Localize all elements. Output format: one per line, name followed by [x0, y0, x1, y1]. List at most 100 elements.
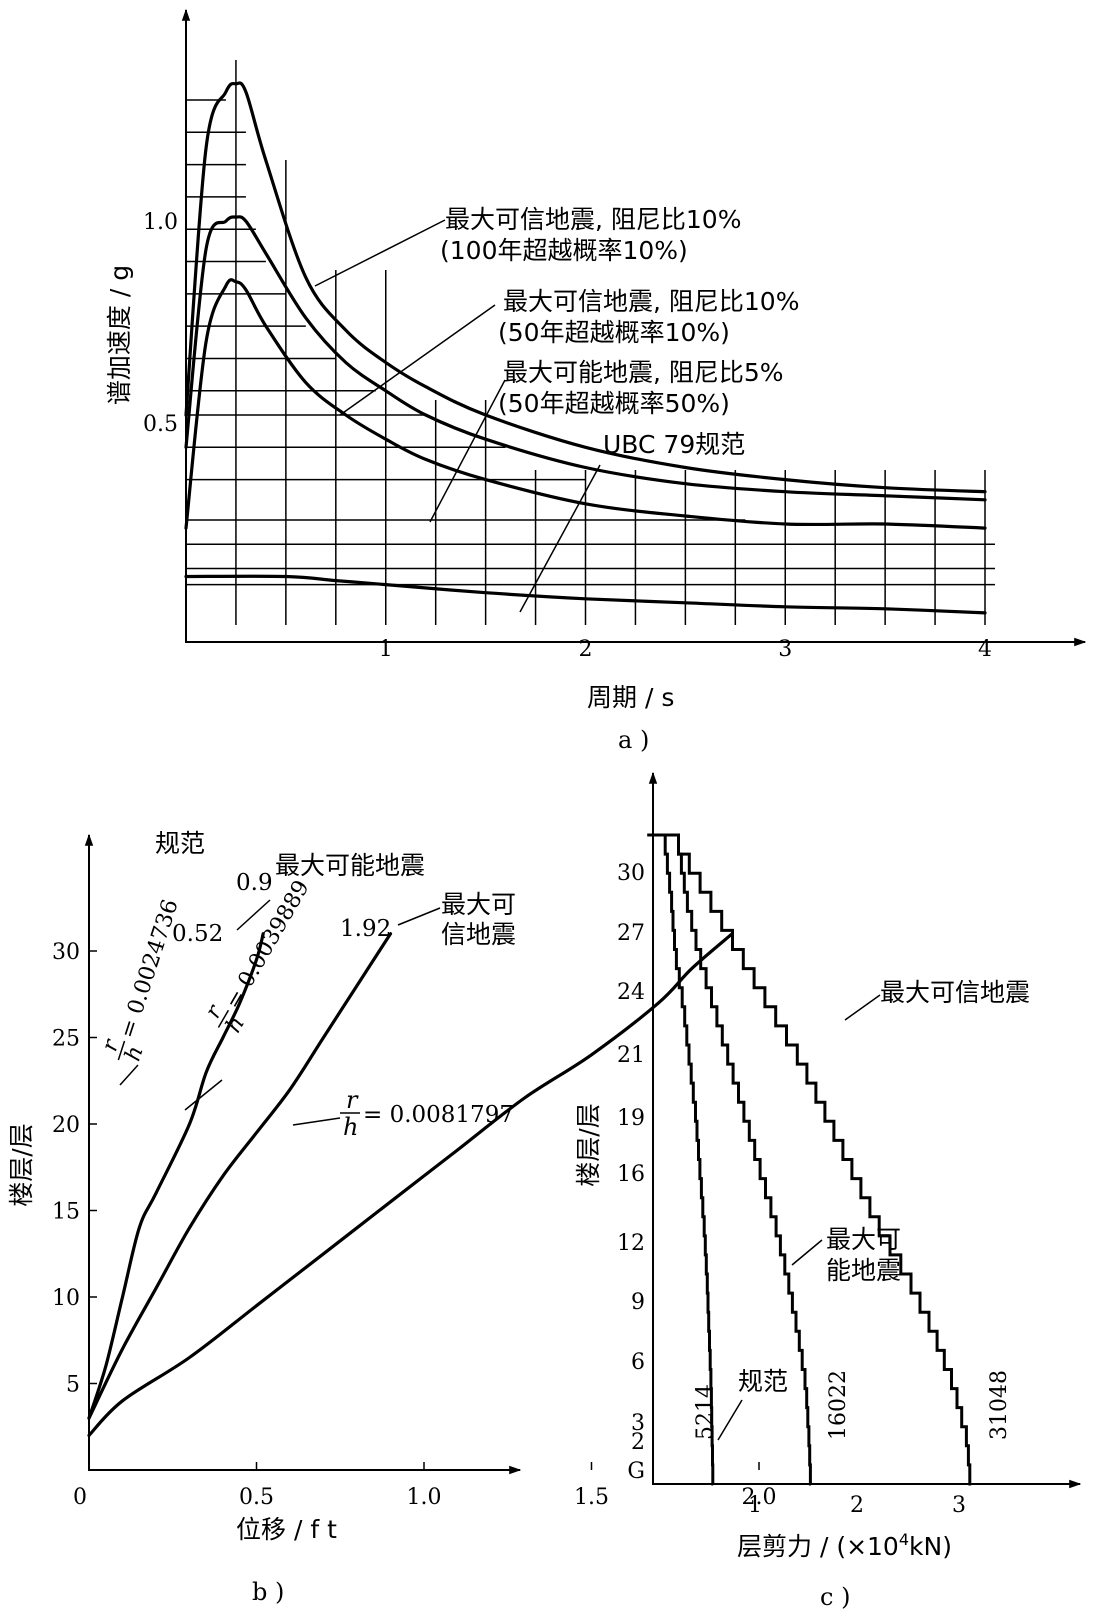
leader-a-series-2: [339, 304, 496, 416]
panel-a-x-tick-label: 3: [778, 637, 792, 662]
leader-a-series-3: [429, 379, 506, 523]
panel-a-series-line-1: [184, 81, 987, 494]
panel-c-y-tick-label: 6: [631, 1350, 645, 1375]
panel-c-y-axis-label: 楼层/层: [574, 1103, 603, 1186]
b-end-value-maxcred: 1.92: [340, 916, 391, 942]
panel-c-y-tick-label: 16: [617, 1162, 645, 1187]
panel-c-curves: [647, 833, 972, 1486]
panel-a-ticks: 1 2 3 4 0.5 1.0: [143, 210, 992, 662]
leader-c-maxcred: [844, 994, 881, 1021]
b-end-value-maxposs: 0.9: [236, 870, 273, 896]
panel-b-series-line-2: [87, 932, 393, 1420]
leader-b-ratio-1: [119, 1064, 139, 1086]
leader-a-series-4: [519, 464, 601, 613]
b-label-maxcred-line1: 最大可: [441, 890, 516, 919]
svg-text:r: r: [346, 1086, 359, 1114]
panel-a-y-axis-label: 谱加速度 / g: [105, 265, 134, 405]
b-end-value-code: 0.52: [172, 921, 223, 947]
panel-c-x-tick-label: 3: [952, 1493, 966, 1518]
panel-b-caption: b ): [252, 1578, 284, 1606]
leader-b-ratio-2: [184, 1079, 223, 1111]
panel-c-x-tick-label: 2: [850, 1493, 864, 1518]
c-base-value-maxcred: 31048: [987, 1370, 1012, 1440]
panel-b-x-tick-label: 1.0: [407, 1485, 442, 1510]
c-label-maxcred: 最大可信地震: [880, 978, 1030, 1007]
panel-c-y-tick-label: 21: [617, 1043, 645, 1068]
leader-a-series-1: [314, 219, 446, 287]
c-label-maxposs-line2: 能地震: [826, 1256, 901, 1285]
c-base-value-maxposs: 16022: [826, 1370, 851, 1440]
b-label-maxcred-line2: 信地震: [441, 920, 516, 949]
panel-c-y-tick-label: 9: [631, 1290, 645, 1315]
leader-b-ratio-3: [292, 1117, 341, 1126]
panel-a-x-tick-label: 4: [978, 637, 992, 662]
c-label-code: 规范: [738, 1367, 788, 1396]
panel-b-ticks: 0 0.5 1.0 1.5 2.0 5 10 15 20 25 30: [52, 940, 777, 1510]
a-label-series-3-line1: 最大可能地震, 阻尼比5%: [503, 358, 784, 387]
panel-b-x-axis-label: 位移 / f t: [236, 1515, 337, 1544]
a-label-series-1-line1: 最大可信地震, 阻尼比10%: [445, 205, 741, 234]
panel-c-y-tick-label: 27: [617, 921, 645, 946]
panel-a-curves: [184, 81, 987, 615]
panel-b-series-line-1: [87, 932, 265, 1420]
a-label-series-2-line2: (50年超越概率10%): [498, 318, 730, 347]
c-label-maxposs-line1: 最大可: [826, 1225, 901, 1254]
panel-b-curves: [87, 932, 734, 1437]
panel-a-series-line-2: [184, 215, 987, 502]
b-ratio-maxcred-value: = 0.0081797: [363, 1102, 514, 1128]
panel-a-x-tick-label: 1: [379, 637, 393, 662]
b-ratio-code-value: = 0.0024736: [115, 896, 183, 1041]
panel-a-series-line-4: [184, 574, 987, 615]
panel-b-y-tick-label: 10: [52, 1286, 80, 1311]
svg-text:h: h: [121, 1043, 149, 1064]
panel-b-series-line-3: [87, 932, 734, 1437]
panel-c-y-tick-label: 30: [617, 861, 645, 886]
a-label-series-4: UBC 79规范: [603, 430, 745, 459]
panel-a-x-axis-label: 周期 / s: [587, 683, 674, 712]
c-base-value-code: 5214: [693, 1384, 718, 1440]
panel-c-series-line-2: [660, 833, 812, 1486]
panel-b-x-tick-label: 0: [73, 1485, 87, 1510]
panel-b-y-tick-label: 15: [52, 1200, 80, 1225]
panel-c-y-tick-label: 2: [631, 1430, 645, 1455]
panel-b-y-tick-label: 30: [52, 940, 80, 965]
panel-a-series-line-3: [184, 278, 987, 530]
a-label-series-2-line1: 最大可信地震, 阻尼比10%: [503, 287, 799, 316]
svg-text:h: h: [343, 1113, 358, 1141]
panel-c-y-tick-label: 19: [617, 1106, 645, 1131]
panel-c-y-tick-label: G: [627, 1459, 645, 1484]
a-label-series-3-line2: (50年超越概率50%): [498, 389, 730, 418]
panel-a-x-tick-label: 2: [579, 637, 593, 662]
panel-a-caption: a ): [618, 726, 649, 754]
b-ratio-code: r h = 0.0024736: [97, 896, 183, 1064]
panel-c-series-line-1: [647, 833, 715, 1486]
panel-c-x-tick-label: 1: [748, 1493, 762, 1518]
panel-c-y-tick-label: 24: [617, 980, 645, 1005]
panel-c-y-tick-label: 12: [617, 1231, 645, 1256]
b-label-maxposs: 最大可能地震: [275, 851, 425, 880]
panel-a-y-tick-label: 0.5: [143, 412, 178, 437]
panel-b-x-tick-label: 0.5: [239, 1485, 274, 1510]
panel-b-y-tick-label: 20: [52, 1113, 80, 1138]
panel-b-y-tick-label: 25: [52, 1027, 80, 1052]
leader-c-maxposs: [791, 1239, 823, 1266]
panel-b-y-axis-label: 楼层/层: [7, 1123, 36, 1206]
panel-a: 1 2 3 40.51.0 最大可信地震, 阻尼比10% (100年超越概率10%) …: [105, 8, 1087, 754]
a-label-series-1-line2: (100年超越概率10%): [440, 236, 688, 265]
panel-c-y-tick-label: 3: [631, 1411, 645, 1436]
panel-b-x-tick-label: 2.0: [742, 1485, 777, 1510]
panel-c-caption: c ): [820, 1583, 850, 1611]
panel-b: 0 0.5 1.0 1.5 2.0 5 10 15 20 25 30 规范 0.52 0.9 最大可…: [7, 829, 777, 1606]
panel-b-y-tick-label: 5: [66, 1373, 80, 1398]
b-ratio-maxposs-value: = 0.0039889: [221, 876, 315, 1014]
panel-c-x-axis-label-main: 层剪力 / (×104kN): [737, 1530, 952, 1561]
leader-b-maxcred: [397, 907, 441, 926]
panel-c-series-line-3: [660, 833, 972, 1486]
b-label-code: 规范: [155, 829, 205, 858]
leader-b-maxposs: [236, 899, 271, 931]
b-ratio-maxcred: r h = 0.0081797: [340, 1086, 514, 1141]
panel-b-x-tick-label: 1.5: [574, 1485, 609, 1510]
